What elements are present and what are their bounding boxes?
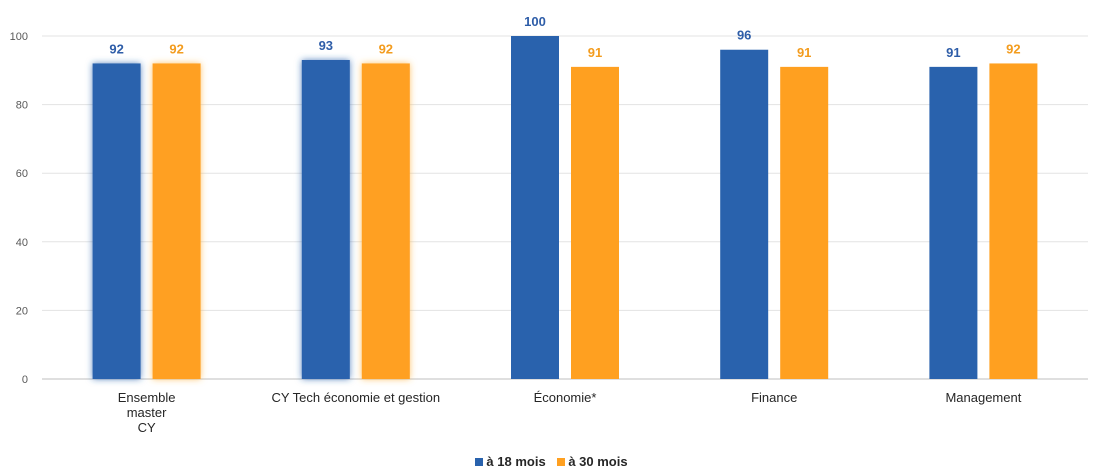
- data-label: 100: [524, 14, 546, 29]
- y-tick-label: 0: [22, 374, 28, 386]
- data-labels: 92 92 93 92 100 91 96 91 91 92: [109, 14, 1020, 60]
- category-label: Management: [945, 390, 1021, 405]
- data-label: 92: [1006, 41, 1020, 56]
- legend-swatch-18: [475, 458, 484, 466]
- data-label: 91: [946, 45, 960, 60]
- y-tick-label: 100: [10, 31, 28, 43]
- category-label: CY Tech économie et gestion: [271, 390, 440, 405]
- legend-swatch-30: [557, 458, 566, 466]
- category-label: Ensemble master CY: [118, 390, 176, 435]
- data-label: 93: [319, 38, 333, 53]
- data-label: 91: [588, 45, 602, 60]
- bar-30-mois: [780, 66, 829, 380]
- y-tick-label: 80: [16, 100, 28, 112]
- bar-30-mois: [571, 66, 619, 380]
- bar-18-mois: [301, 60, 350, 379]
- legend-item-18: à 18 mois: [475, 454, 546, 469]
- bar-chart: 0 20 40 60 80 100 92 92 93 92 100 91 96 91 91 92 Ensem…: [10, 14, 1088, 435]
- data-label: 92: [379, 41, 393, 56]
- x-axis-categories: Ensemble master CY CY Tech économie et gest…: [118, 390, 1022, 435]
- y-tick-label: 40: [16, 237, 28, 249]
- y-axis-ticks: 0 20 40 60 80 100: [10, 31, 28, 386]
- bar-18-mois: [929, 66, 978, 380]
- bar-18-mois: [92, 63, 141, 379]
- data-label: 91: [797, 45, 811, 60]
- y-tick-label: 20: [16, 305, 28, 317]
- legend-item-30: à 30 mois: [557, 454, 628, 469]
- y-tick-label: 60: [16, 168, 28, 180]
- bar-18-mois: [511, 36, 559, 379]
- bar-18-mois: [720, 49, 769, 379]
- data-label: 92: [109, 41, 123, 56]
- gridlines: [42, 35, 1088, 380]
- bar-30-mois: [152, 63, 201, 379]
- legend-label-30: à 30 mois: [568, 454, 628, 469]
- category-label: Finance: [751, 390, 797, 405]
- legend: à 18 mois à 30 mois: [0, 454, 1103, 469]
- legend-label-18: à 18 mois: [486, 454, 546, 469]
- category-label: Économie*: [534, 390, 597, 405]
- bar-30-mois: [989, 63, 1038, 379]
- bars: [92, 36, 1038, 380]
- bar-30-mois: [361, 63, 410, 379]
- data-label: 92: [169, 41, 183, 56]
- data-label: 96: [737, 28, 751, 43]
